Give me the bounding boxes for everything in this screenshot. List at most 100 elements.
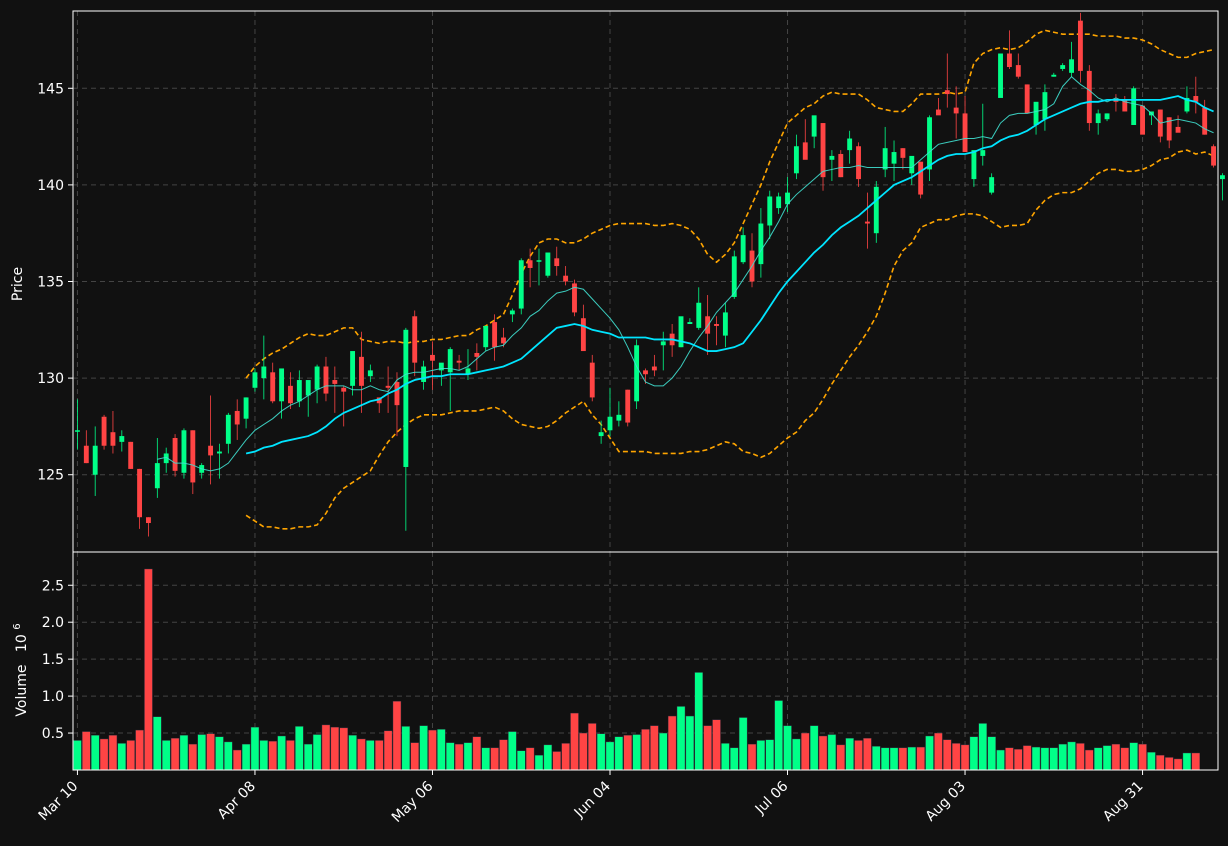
candle-body (119, 436, 125, 442)
volume-tick-label: 2.0 (42, 615, 64, 631)
volume-bar (872, 746, 881, 771)
candle-body (847, 138, 853, 151)
candle-body (740, 235, 746, 263)
volume-bar (490, 747, 499, 771)
candle-body (625, 389, 631, 423)
candle-body (616, 414, 622, 421)
candle-body (820, 123, 826, 178)
volume-tick-label: 0.5 (42, 726, 64, 742)
volume-axis-unit: 10 (14, 634, 30, 652)
volume-bar (135, 729, 144, 771)
volume-panel-frame (72, 551, 1219, 771)
candle-body (1086, 70, 1092, 124)
volume-bar (375, 740, 384, 771)
volume-bar (357, 738, 366, 771)
volume-bar (579, 732, 588, 771)
candle-body (208, 445, 214, 456)
volume-bar (410, 742, 419, 771)
volume-bar (126, 740, 135, 771)
volume-bar (1173, 758, 1183, 771)
candle-body (367, 370, 373, 377)
candle-body (527, 260, 533, 268)
candle-body (465, 368, 471, 375)
candle-body (376, 397, 382, 404)
candle-body (962, 113, 968, 153)
candle-body (989, 177, 995, 193)
candle-body (758, 223, 764, 265)
volume-bar (1182, 752, 1192, 771)
candle-body (1113, 99, 1119, 102)
volume-bar (685, 715, 695, 771)
volume-bar (1111, 743, 1121, 771)
candle-body (891, 152, 897, 164)
volume-bar (383, 730, 393, 771)
volume-bar (268, 740, 277, 771)
volume-bar (969, 736, 979, 771)
volume-axis-label-text: Volume (14, 665, 30, 717)
volume-bar (534, 755, 544, 771)
volume-bar (703, 725, 712, 771)
candle-body (403, 329, 409, 467)
volume-bar (499, 739, 508, 771)
volume-bar (783, 725, 792, 771)
volume-bar (472, 736, 482, 771)
candle-body (696, 302, 702, 328)
candle-body (829, 155, 835, 160)
volume-bar (1085, 749, 1094, 771)
candle-body (74, 430, 80, 432)
volume-bar (73, 740, 82, 771)
candle-body (643, 370, 648, 375)
volume-bar (277, 735, 286, 771)
candle-body (412, 316, 418, 363)
volume-bar (694, 672, 703, 771)
candle-body (1202, 107, 1208, 135)
volume-bar (1191, 752, 1201, 771)
volume-bar (561, 743, 570, 771)
volume-bar (889, 747, 899, 771)
volume-bar (525, 747, 535, 771)
candle-body (607, 416, 613, 431)
volume-bar (1138, 743, 1147, 771)
price-tick-label: 145 (37, 81, 64, 97)
candle-body (1122, 99, 1128, 112)
volume-bar (570, 712, 579, 771)
candle-body (128, 441, 134, 469)
candle-body (350, 351, 356, 386)
candle-body (722, 312, 728, 336)
volume-bar (446, 742, 455, 771)
volume-bar (774, 700, 783, 771)
candle-body (314, 366, 320, 390)
volume-axis-ticks: 0.5 1.0 1.5 2.0 2.5 (42, 578, 73, 742)
volume-bar (144, 568, 153, 771)
volume-bar (552, 751, 561, 771)
candle-body (1131, 88, 1137, 125)
volume-bar (641, 729, 650, 771)
candle-body (483, 325, 489, 348)
volume-bar (90, 735, 100, 771)
volume-bar (765, 739, 774, 771)
volume-bar (730, 747, 739, 771)
candle-body (589, 362, 595, 398)
candle-body (651, 366, 657, 371)
price-axis-ticks: 125 130 135 140 145 (37, 81, 73, 484)
candle-body (1140, 105, 1145, 135)
candle-body (243, 397, 249, 419)
candle-body (545, 252, 551, 276)
volume-bar (108, 735, 118, 771)
candle-body (873, 186, 879, 234)
candle-body (252, 372, 258, 388)
volume-bar (907, 746, 916, 771)
volume-bar (951, 743, 961, 771)
candle-body (341, 387, 347, 392)
volume-bar (934, 732, 943, 771)
volume-bar (1093, 747, 1103, 771)
candle-body (447, 349, 453, 373)
candle-body (1015, 65, 1021, 77)
candle-body (935, 109, 941, 116)
candle-body (234, 410, 240, 425)
volume-bar (756, 740, 766, 771)
volume-bar (996, 749, 1005, 771)
volume-bar (170, 738, 180, 771)
